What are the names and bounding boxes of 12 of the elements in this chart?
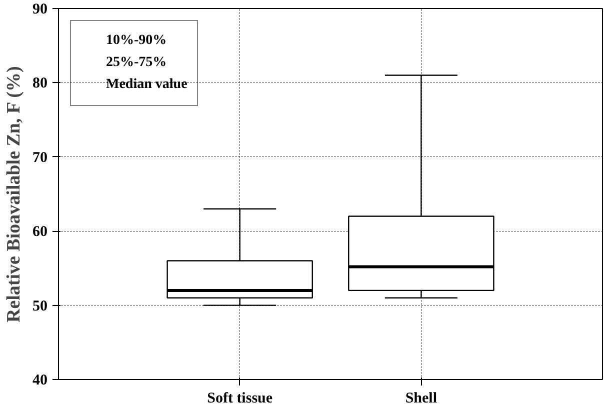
y-axis-title: Relative Bioavailable Zn, F (%) (4, 66, 24, 323)
y-tick-label: 80 (32, 76, 48, 92)
annotation: Median value (106, 77, 188, 93)
annotation: 10%-90% (106, 33, 167, 49)
y-tick-label: 40 (32, 372, 48, 388)
y-tick-label: 50 (32, 298, 48, 314)
x-tick-label: Soft tissue (207, 390, 273, 406)
y-tick-label: 90 (32, 2, 48, 18)
x-tick-label: Shell (405, 390, 438, 406)
y-tick-label: 70 (32, 150, 48, 166)
annotation: 25%-75% (106, 55, 167, 71)
y-tick-label: 60 (32, 224, 48, 240)
